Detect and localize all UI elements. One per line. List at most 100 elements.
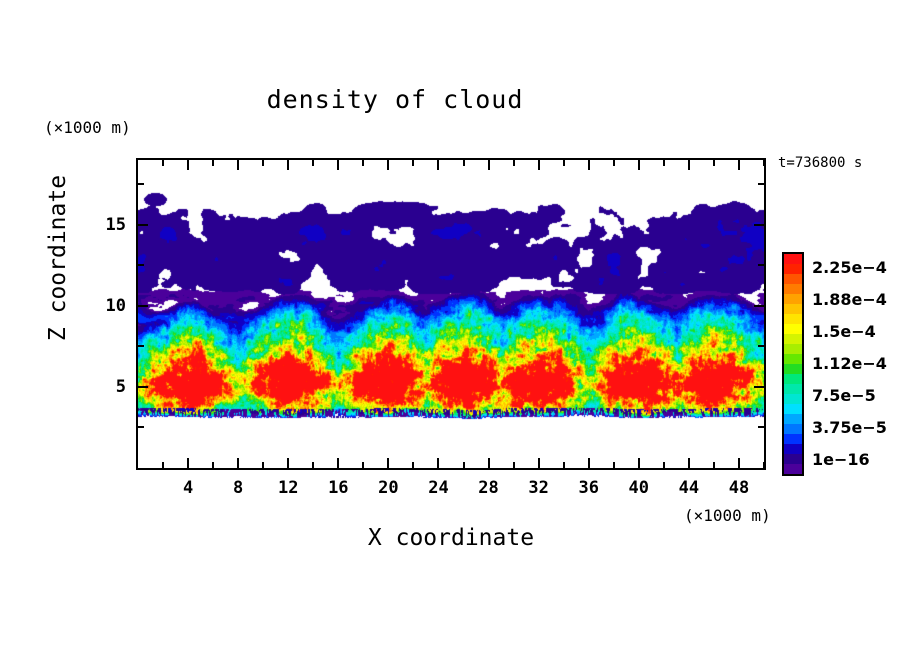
- colorbar-cell: [784, 444, 802, 454]
- x-minor-tick-mark: [712, 462, 715, 468]
- y-tick-mark: [138, 385, 148, 388]
- x-minor-tick-mark: [162, 462, 165, 468]
- x-tick-mark: [387, 458, 390, 468]
- colorbar-cell: [784, 424, 802, 434]
- x-tick-mark: [287, 458, 290, 468]
- x-tick-label: 24: [428, 478, 449, 498]
- x-tick-label: 12: [277, 478, 299, 498]
- y-minor-tick-mark: [758, 183, 764, 186]
- x-tick-label: 44: [678, 478, 700, 498]
- x-tick-mark-top: [537, 160, 540, 170]
- colorbar-tick-label: 1e−16: [812, 450, 870, 469]
- colorbar-cell: [784, 274, 802, 284]
- x-axis-unit-label: (×1000 m): [684, 506, 771, 525]
- x-tick-mark: [587, 458, 590, 468]
- x-tick-mark: [437, 458, 440, 468]
- colorbar-cell: [784, 364, 802, 374]
- x-minor-tick-mark: [763, 462, 765, 468]
- x-tick-mark: [737, 458, 740, 468]
- colorbar-cell: [784, 304, 802, 314]
- x-minor-tick-mark: [662, 462, 665, 468]
- x-minor-tick-mark: [562, 160, 565, 166]
- x-tick-mark-top: [487, 160, 490, 170]
- x-minor-tick-mark: [362, 462, 365, 468]
- page-title: density of cloud: [266, 85, 524, 114]
- colorbar-cell: [784, 384, 802, 394]
- y-minor-tick-mark: [138, 345, 144, 348]
- x-tick-label: 16: [328, 478, 349, 498]
- x-minor-tick-mark: [162, 160, 165, 166]
- x-minor-tick-mark: [262, 160, 265, 166]
- x-tick-label: 28: [478, 478, 499, 498]
- colorbar-cells: [782, 252, 804, 476]
- colorbar-tick-label: 1.5e−4: [812, 322, 876, 341]
- y-tick-mark-right: [754, 223, 764, 226]
- colorbar-tick-label: 2.25e−4: [812, 258, 887, 277]
- x-axis-title: X coordinate: [367, 525, 535, 551]
- colorbar-cell: [784, 314, 802, 324]
- y-minor-tick-mark: [758, 264, 764, 267]
- colorbar-tick-label: 7.5e−5: [812, 386, 876, 405]
- colorbar-cell: [784, 264, 802, 274]
- y-axis-title: Z coordinate: [45, 174, 71, 342]
- colorbar-cell: [784, 334, 802, 344]
- x-minor-tick-mark: [312, 160, 315, 166]
- colorbar-cell: [784, 454, 802, 464]
- y-minor-tick-mark: [758, 426, 764, 429]
- x-tick-mark: [687, 458, 690, 468]
- x-minor-tick-mark: [562, 462, 565, 468]
- x-minor-tick-mark: [412, 462, 415, 468]
- colorbar-cell: [784, 254, 802, 264]
- x-tick-mark: [337, 458, 340, 468]
- x-tick-mark: [237, 458, 240, 468]
- y-minor-tick-mark: [138, 183, 144, 186]
- colorbar-cell: [784, 354, 802, 364]
- colorbar-cell: [784, 294, 802, 304]
- colorbar-cell: [784, 414, 802, 424]
- x-minor-tick-mark: [212, 160, 215, 166]
- x-tick-mark: [637, 458, 640, 468]
- y-tick-label: 10: [105, 295, 126, 316]
- x-tick-mark-top: [437, 160, 440, 170]
- y-tick-mark: [138, 304, 148, 307]
- x-tick-mark-top: [337, 160, 340, 170]
- y-minor-tick-mark: [758, 345, 764, 348]
- colorbar-tick-label: 3.75e−5: [812, 418, 887, 437]
- y-axis-unit-label: (×1000 m): [44, 118, 131, 137]
- x-minor-tick-mark: [612, 462, 615, 468]
- colorbar-tick-label: 1.12e−4: [812, 354, 887, 373]
- timestamp-annotation: t=736800 s: [778, 155, 863, 171]
- x-tick-label: 48: [728, 478, 750, 498]
- colorbar-cell: [784, 404, 802, 414]
- colorbar-cell: [784, 394, 802, 404]
- x-minor-tick-mark: [462, 462, 465, 468]
- colorbar-tick-label: 1.88e−4: [812, 290, 887, 309]
- x-tick-mark-top: [587, 160, 590, 170]
- x-tick-mark-top: [737, 160, 740, 170]
- x-tick-mark-top: [387, 160, 390, 170]
- colorbar-cell: [784, 284, 802, 294]
- cloud-density-field: [138, 160, 764, 468]
- x-tick-mark-top: [637, 160, 640, 170]
- plot-area: [136, 158, 766, 470]
- x-tick-label: 8: [233, 478, 244, 498]
- colorbar-cell: [784, 324, 802, 334]
- y-tick-label: 15: [105, 214, 126, 235]
- colorbar-cell: [784, 434, 802, 444]
- x-tick-mark: [537, 458, 540, 468]
- x-tick-label: 32: [528, 478, 549, 498]
- y-tick-mark-right: [754, 385, 764, 388]
- colorbar-cell: [784, 374, 802, 384]
- x-minor-tick-mark: [262, 462, 265, 468]
- colorbar-cell: [784, 344, 802, 354]
- x-tick-label: 40: [628, 478, 650, 498]
- x-tick-mark-top: [687, 160, 690, 170]
- x-minor-tick-mark: [512, 160, 515, 166]
- x-tick-label: 20: [378, 478, 399, 498]
- x-minor-tick-mark: [212, 462, 215, 468]
- y-minor-tick-mark: [138, 264, 144, 267]
- x-minor-tick-mark: [362, 160, 365, 166]
- x-tick-mark-top: [237, 160, 240, 170]
- x-minor-tick-mark: [712, 160, 715, 166]
- x-tick-mark-top: [287, 160, 290, 170]
